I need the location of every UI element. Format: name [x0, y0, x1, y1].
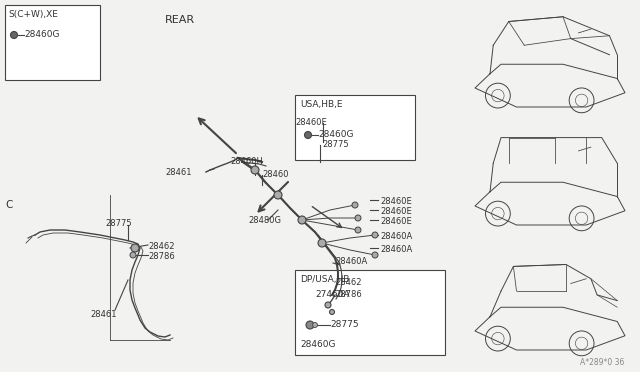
Text: 28460E: 28460E: [295, 118, 327, 127]
Text: 27460A: 27460A: [315, 290, 349, 299]
Circle shape: [10, 32, 17, 38]
Circle shape: [325, 302, 331, 308]
Circle shape: [569, 331, 594, 356]
Text: 28460H: 28460H: [230, 157, 263, 166]
Text: 28460A: 28460A: [335, 257, 367, 266]
Text: USA,HB,E: USA,HB,E: [300, 100, 342, 109]
Text: 28460G: 28460G: [24, 30, 60, 39]
Text: 28461: 28461: [90, 310, 116, 319]
Circle shape: [274, 191, 282, 199]
Text: 28460E: 28460E: [380, 197, 412, 206]
Text: 28462: 28462: [335, 278, 362, 287]
Text: 28460: 28460: [262, 170, 289, 179]
Text: 28460E: 28460E: [380, 217, 412, 226]
Bar: [5, 5, 100, 80]
Text: 28775: 28775: [105, 219, 132, 228]
Text: 28462: 28462: [148, 242, 175, 251]
Circle shape: [355, 215, 361, 221]
Text: 28480G: 28480G: [248, 216, 281, 225]
Circle shape: [352, 202, 358, 208]
Circle shape: [312, 323, 317, 327]
Text: 28461: 28461: [165, 168, 191, 177]
Text: C: C: [5, 200, 12, 210]
Text: 28460G: 28460G: [318, 130, 353, 139]
Circle shape: [575, 94, 588, 106]
Text: 28460G: 28460G: [300, 340, 335, 349]
Text: 28775: 28775: [330, 320, 358, 329]
Circle shape: [486, 201, 510, 226]
Circle shape: [130, 252, 136, 258]
Text: DP/USA,HB: DP/USA,HB: [300, 275, 349, 284]
Text: 28460E: 28460E: [380, 207, 412, 216]
Circle shape: [492, 208, 504, 220]
Circle shape: [575, 337, 588, 350]
Circle shape: [372, 232, 378, 238]
Bar: [295, 270, 445, 355]
Circle shape: [318, 239, 326, 247]
Circle shape: [298, 216, 306, 224]
Circle shape: [569, 206, 594, 231]
Circle shape: [372, 252, 378, 258]
Text: 28775: 28775: [322, 140, 349, 149]
Circle shape: [492, 89, 504, 102]
Text: 28786: 28786: [148, 252, 175, 261]
Text: REAR: REAR: [165, 15, 195, 25]
Text: 28786: 28786: [335, 290, 362, 299]
Circle shape: [355, 227, 361, 233]
Circle shape: [251, 166, 259, 174]
Bar: [295, 95, 415, 160]
Circle shape: [305, 131, 312, 138]
Circle shape: [575, 212, 588, 225]
Circle shape: [486, 326, 510, 351]
Text: S(C+W),XE: S(C+W),XE: [8, 10, 58, 19]
Circle shape: [306, 321, 314, 329]
Text: A*289*0 36: A*289*0 36: [580, 358, 625, 367]
Circle shape: [486, 83, 510, 108]
Text: 28460A: 28460A: [380, 245, 412, 254]
Text: 28460A: 28460A: [380, 232, 412, 241]
Circle shape: [131, 244, 139, 252]
Circle shape: [569, 88, 594, 113]
Circle shape: [330, 310, 335, 314]
Circle shape: [492, 333, 504, 345]
